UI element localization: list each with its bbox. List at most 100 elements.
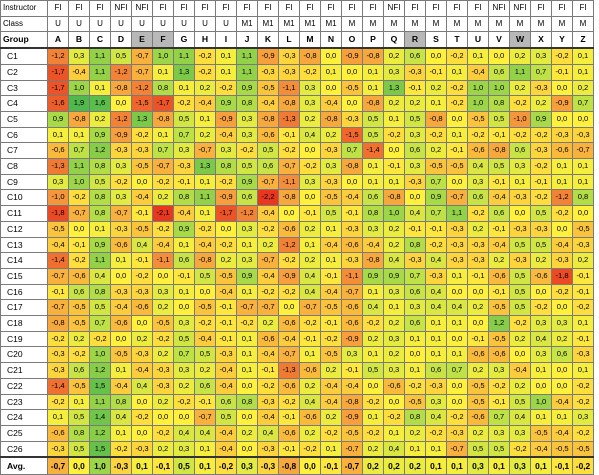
value-cell: 0,1 bbox=[194, 440, 216, 458]
row-label: C3 bbox=[0, 79, 48, 97]
average-cell: -0,7 bbox=[341, 456, 363, 475]
value-cell: -0,2 bbox=[467, 205, 489, 222]
value-cell: -0,2 bbox=[194, 63, 216, 81]
value-cell: -0,2 bbox=[152, 330, 174, 348]
value-cell: 0,8 bbox=[572, 189, 594, 207]
value-cell: -0,1 bbox=[488, 393, 510, 411]
value-cell: -0,7 bbox=[236, 299, 258, 317]
value-cell: 0,0 bbox=[320, 79, 342, 97]
instructor-cell: FI bbox=[236, 0, 258, 17]
instructor-cell: FI bbox=[341, 0, 363, 17]
class-cell: M bbox=[551, 15, 573, 33]
value-cell: -0,2 bbox=[572, 299, 594, 317]
value-cell: 0,5 bbox=[110, 47, 132, 65]
value-cell: -0,3 bbox=[215, 346, 237, 364]
value-cell: -0,3 bbox=[173, 158, 195, 175]
value-cell: -0,2 bbox=[215, 173, 237, 191]
value-cell: 0,0 bbox=[530, 283, 552, 301]
value-cell: -0,2 bbox=[194, 220, 216, 238]
value-cell: -0,6 bbox=[278, 315, 300, 332]
value-cell: 0,2 bbox=[152, 393, 174, 411]
value-cell: -0,4 bbox=[110, 377, 132, 395]
value-cell: -0,4 bbox=[194, 95, 216, 112]
value-cell: -0,6 bbox=[299, 409, 321, 426]
value-cell: -1,0 bbox=[47, 189, 69, 207]
class-cell: M bbox=[362, 15, 384, 33]
value-cell: -0,4 bbox=[509, 362, 531, 379]
class-cell: M bbox=[383, 15, 405, 33]
value-cell: 0,4 bbox=[173, 424, 195, 442]
value-cell: 0,0 bbox=[551, 362, 573, 379]
value-cell: 0,3 bbox=[173, 142, 195, 160]
value-cell: 0,1 bbox=[383, 110, 405, 128]
value-cell: 1,1 bbox=[194, 189, 216, 207]
value-cell: 0,0 bbox=[173, 299, 195, 317]
value-cell: -0,9 bbox=[551, 95, 573, 112]
row-label: C6 bbox=[0, 126, 48, 144]
instructor-cell: FI bbox=[320, 0, 342, 17]
value-cell: 1,1 bbox=[89, 393, 111, 411]
row-label: C25 bbox=[0, 424, 48, 442]
class-cell: M bbox=[446, 15, 468, 33]
class-cell: M bbox=[341, 15, 363, 33]
value-cell: -0,2 bbox=[131, 126, 153, 144]
value-cell: -0,3 bbox=[152, 377, 174, 395]
value-cell: -0,7 bbox=[257, 252, 279, 269]
value-cell: -1,4 bbox=[47, 252, 69, 269]
value-cell: 0,1 bbox=[173, 283, 195, 301]
value-cell: 0,8 bbox=[404, 409, 426, 426]
value-cell: 1,1 bbox=[68, 158, 90, 175]
value-cell: 1,2 bbox=[89, 362, 111, 379]
value-cell: 0,1 bbox=[320, 220, 342, 238]
value-cell: 1,1 bbox=[89, 63, 111, 81]
class-cell: M bbox=[404, 15, 426, 33]
value-cell: -1,2 bbox=[278, 236, 300, 254]
table-row: C25 -0,6 0,8 1,2 0,1 0,0 -0,2 0,4 0,4 -0,4 0,2 0,4-… bbox=[0, 424, 594, 442]
class-cell: M1 bbox=[299, 15, 321, 33]
value-cell: -0,5 bbox=[467, 110, 489, 128]
value-cell: -0,2 bbox=[572, 393, 594, 411]
value-cell: 0,3 bbox=[383, 283, 405, 301]
value-cell: 1,0 bbox=[68, 79, 90, 97]
value-cell: 0,0 bbox=[110, 267, 132, 285]
value-cell: -0,1 bbox=[341, 362, 363, 379]
value-cell: 0,0 bbox=[215, 220, 237, 238]
value-cell: -0,1 bbox=[572, 267, 594, 285]
value-cell: 0,2 bbox=[362, 440, 384, 458]
value-cell: -0,2 bbox=[257, 283, 279, 301]
value-cell: -0,5 bbox=[194, 299, 216, 317]
value-cell: 0,3 bbox=[173, 362, 195, 379]
value-cell: -0,4 bbox=[215, 377, 237, 395]
average-cell: 0,2 bbox=[383, 456, 405, 475]
value-cell: -1,7 bbox=[47, 79, 69, 97]
value-cell: -0,5 bbox=[131, 158, 153, 175]
table-row: C6 0,1 0,1 0,9 -0,9 -0,2 0,1 0,7 0,2 -0,4 0,3 -0,6-… bbox=[0, 126, 594, 144]
value-cell: -0,1 bbox=[320, 267, 342, 285]
value-cell: 0,5 bbox=[509, 393, 531, 411]
value-cell: 1,1 bbox=[236, 63, 258, 81]
value-cell: -0,4 bbox=[215, 126, 237, 144]
value-cell: 0,9 bbox=[236, 173, 258, 191]
value-cell: 0,3 bbox=[572, 409, 594, 426]
value-cell: -0,2 bbox=[278, 252, 300, 269]
instructor-cell: FI bbox=[467, 0, 489, 17]
value-cell: -0,2 bbox=[131, 409, 153, 426]
value-cell: -0,8 bbox=[68, 110, 90, 128]
row-label: C23 bbox=[0, 393, 48, 411]
class-cell: M bbox=[425, 15, 447, 33]
value-cell: -1,4 bbox=[47, 377, 69, 395]
value-cell: 0,1 bbox=[572, 173, 594, 191]
value-cell: 0,2 bbox=[383, 236, 405, 254]
value-cell: 0,3 bbox=[530, 346, 552, 364]
value-cell: -1,2 bbox=[551, 189, 573, 207]
average-cell: 0,0 bbox=[68, 456, 90, 475]
value-cell: -0,4 bbox=[215, 362, 237, 379]
average-cell: 0,1 bbox=[194, 456, 216, 475]
group-header-cell: A bbox=[47, 31, 69, 49]
value-cell: -0,6 bbox=[467, 142, 489, 160]
value-cell: -0,8 bbox=[257, 110, 279, 128]
value-cell: 0,8 bbox=[89, 189, 111, 207]
value-cell: 1,1 bbox=[89, 47, 111, 65]
class-cell: M1 bbox=[278, 15, 300, 33]
class-cell: U bbox=[131, 15, 153, 33]
